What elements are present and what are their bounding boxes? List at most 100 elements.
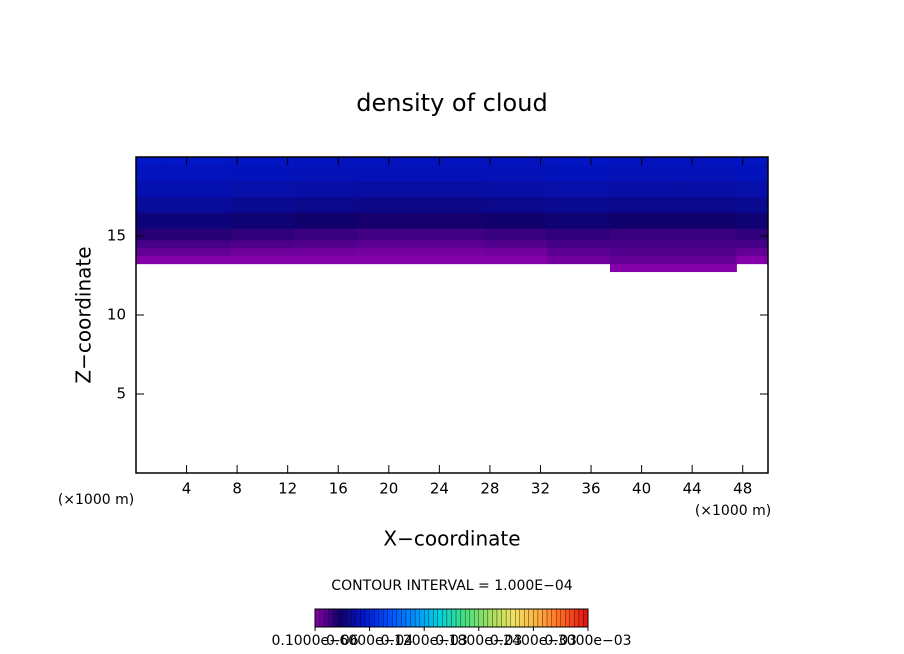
colorbar-swatch: [519, 608, 525, 628]
contour-interval: CONTOUR INTERVAL = 1.000E−04: [331, 578, 572, 594]
contour-cell: [673, 263, 737, 273]
colorbar-swatch: [328, 608, 334, 628]
colorbar-swatch: [387, 608, 393, 628]
contour-cell: [736, 247, 769, 257]
colorbar-swatch: [569, 608, 575, 628]
contour-cell: [736, 239, 769, 249]
contour-cell: [167, 255, 232, 265]
colorbar-swatch: [410, 608, 416, 628]
colorbar-swatch: [483, 608, 489, 628]
contour-cell: [230, 196, 295, 213]
contour-cell: [230, 239, 295, 249]
contour-cell: [136, 239, 169, 249]
colorbar-swatch: [351, 608, 357, 628]
contour-cell: [136, 196, 169, 213]
x-tick-label: 28: [480, 480, 499, 498]
contour-cell: [167, 157, 232, 166]
colorbar-swatch: [428, 608, 434, 628]
colorbar-swatch: [560, 608, 566, 628]
contour-cell: [483, 212, 548, 229]
x-axis-title: X−coordinate: [383, 527, 520, 551]
contour-cell: [294, 228, 358, 241]
contour-cell: [483, 180, 548, 197]
colorbar-swatch: [515, 608, 520, 628]
contour-cell: [420, 228, 485, 241]
contour-cell: [546, 157, 611, 166]
y-tick-label: 5: [116, 385, 126, 403]
contour-cell: [294, 164, 358, 182]
colorbar-swatch: [323, 608, 329, 628]
chart-title: density of cloud: [356, 89, 547, 117]
colorbar-tick-label: 0.6000e−04: [326, 633, 413, 649]
contour-cell: [673, 164, 737, 182]
y-tick-label: 15: [107, 227, 126, 245]
colorbar-tick-label: 0.2400e−03: [490, 633, 577, 649]
colorbar-swatch: [383, 608, 388, 628]
contour-cell: [230, 228, 295, 241]
colorbar-swatch: [419, 608, 425, 628]
x-tick-label: 40: [632, 480, 651, 498]
contour-cell: [420, 164, 485, 182]
colorbar-swatch: [346, 608, 352, 628]
contour-cell: [673, 196, 737, 213]
contour-cell: [736, 157, 769, 166]
contour-cell: [167, 196, 232, 213]
x-tick-label: 8: [232, 480, 242, 498]
x-tick-label: 36: [581, 480, 600, 498]
colorbar-swatch: [578, 608, 584, 628]
contour-cell: [230, 180, 295, 197]
contour-cell: [167, 228, 232, 241]
y-tick-label: 10: [107, 306, 126, 324]
colorbar-swatch: [492, 608, 498, 628]
contour-cell: [483, 164, 548, 182]
contour-cell: [420, 247, 485, 257]
contour-cell: [610, 180, 674, 197]
colorbar-swatch: [437, 608, 443, 628]
contour-cell: [546, 239, 611, 249]
contour-cell: [736, 196, 769, 213]
x-tick-label: 16: [329, 480, 348, 498]
x-tick-label: 24: [430, 480, 449, 498]
contour-cell: [357, 180, 421, 197]
colorbar-swatch: [319, 608, 325, 628]
colorbar-tick-label: 0.3000e−03: [544, 633, 631, 649]
colorbar-tick-label: 0.1800e−03: [435, 633, 522, 649]
colorbar-swatch: [442, 608, 448, 628]
contour-cell: [736, 180, 769, 197]
colorbar-swatch: [414, 608, 420, 628]
contour-cell: [483, 228, 548, 241]
colorbar-swatch: [478, 608, 484, 628]
contour-cell: [610, 255, 674, 265]
colorbar-swatch: [464, 608, 470, 628]
contour-cell: [357, 255, 421, 265]
x-tick-label: 32: [531, 480, 550, 498]
contour-cell: [136, 247, 169, 257]
contour-cell: [294, 247, 358, 257]
colorbar-swatch: [487, 608, 493, 628]
x-tick-label: 12: [278, 480, 297, 498]
contour-cell: [167, 180, 232, 197]
x-tick-label: 44: [683, 480, 702, 498]
contour-cell: [136, 157, 169, 166]
colorbar-swatch: [474, 608, 479, 628]
colorbar-swatch: [551, 608, 557, 628]
contour-cell: [610, 228, 674, 241]
colorbar-swatch: [401, 608, 407, 628]
contour-cell: [610, 212, 674, 229]
contour-cell: [136, 255, 169, 265]
colorbar-swatch: [392, 608, 398, 628]
contour-cell: [357, 247, 421, 257]
colorbar-swatch: [396, 608, 402, 628]
contour-cell: [673, 239, 737, 249]
contour-cell: [673, 247, 737, 257]
contour-cell: [136, 180, 169, 197]
contour-cell: [483, 239, 548, 249]
contour-cell: [673, 255, 737, 265]
colorbar-swatch: [342, 608, 347, 628]
contour-cell: [136, 212, 169, 229]
contour-cell: [546, 255, 611, 265]
y-axis-title: Z−coordinate: [72, 246, 96, 383]
contour-cell: [167, 164, 232, 182]
colorbar-swatch: [314, 608, 320, 628]
